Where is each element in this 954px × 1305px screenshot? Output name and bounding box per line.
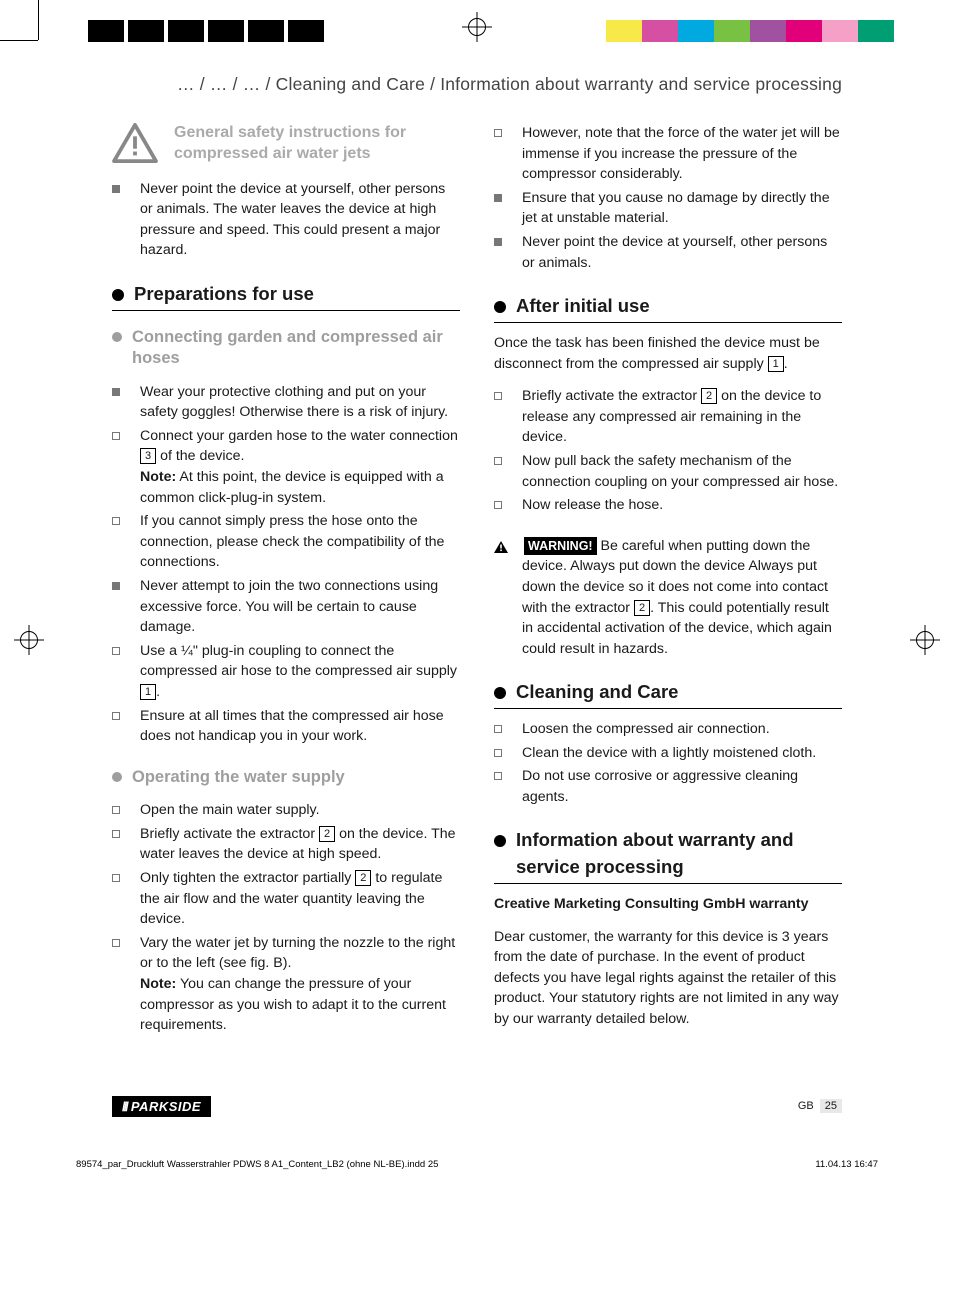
list-item-text: Never point the device at yourself, othe… (522, 234, 827, 271)
list-item-text: However, note that the force of the wate… (522, 125, 840, 182)
list-item: Do not use corrosive or aggressive clean… (494, 766, 842, 807)
list-item-text: Wear your protective clothing and put on… (140, 384, 448, 421)
section-heading-warranty: Information about warranty and service p… (494, 827, 842, 884)
brand-logo: ///PARKSIDE (112, 1096, 211, 1117)
list-item-text: Briefly activate the extractor 2 on the … (522, 388, 821, 445)
list-item-text: Never point the device at yourself, othe… (140, 181, 445, 259)
list-item: Wear your protective clothing and put on… (112, 382, 460, 423)
registration-mark-top (462, 12, 492, 42)
list-item: Briefly activate the extractor 2 on the … (112, 824, 460, 865)
reference-box: 1 (768, 356, 784, 372)
after-intro: Once the task has been finished the devi… (494, 333, 842, 374)
list-item-text: Only tighten the extractor partially 2 t… (140, 870, 442, 927)
list-item: Connect your garden hose to the water co… (112, 426, 460, 508)
list-item: Vary the water jet by turning the nozzle… (112, 933, 460, 1036)
list-item-text: Now pull back the safety mechanism of th… (522, 453, 838, 490)
subsection-heading-connecting: Connecting garden and compressed air hos… (112, 327, 460, 370)
imprint-file: 89574_par_Druckluft Wasserstrahler PDWS … (76, 1159, 438, 1170)
list-item-text: If you cannot simply press the hose onto… (140, 513, 444, 570)
list-item: Ensure that you cause no damage by direc… (494, 188, 842, 229)
breadcrumb: … / … / … / Cleaning and Care / Informat… (112, 74, 842, 95)
warning-label: WARNING! (524, 537, 597, 555)
list-item-text: Now release the hose. (522, 497, 663, 513)
list-item: However, note that the force of the wate… (494, 123, 842, 185)
list-item: Ensure at all times that the compressed … (112, 706, 460, 747)
safety-heading: General safety instructions for compress… (174, 123, 460, 165)
list-item: Clean the device with a lightly moistene… (494, 743, 842, 764)
list-item: Now pull back the safety mechanism of th… (494, 451, 842, 492)
list-item: Now release the hose. (494, 495, 842, 516)
reference-box: 2 (701, 388, 717, 404)
reference-box: 2 (319, 826, 335, 842)
imprint-timestamp: 11.04.13 16:47 (815, 1159, 878, 1170)
list-item: Loosen the compressed air connection. (494, 719, 842, 740)
section-heading-cleaning: Cleaning and Care (494, 679, 842, 709)
section-heading-preparations: Preparations for use (112, 281, 460, 311)
warning-triangle-icon (112, 123, 158, 163)
reference-box: 3 (140, 448, 156, 464)
list-item-text: Loosen the compressed air connection. (522, 721, 770, 737)
warning-item: WARNING! Be careful when putting down th… (494, 536, 842, 660)
list-item: Never point the device at yourself, othe… (494, 232, 842, 273)
list-item: Briefly activate the extractor 2 on the … (494, 386, 842, 448)
column-left: General safety instructions for compress… (112, 123, 460, 1056)
registration-mark-right (910, 625, 940, 655)
list-item-text: Open the main water supply. (140, 802, 320, 818)
print-marks-top (0, 0, 954, 50)
list-item-text: Use a ¼" plug-in coupling to connect the… (140, 643, 457, 700)
list-item-text: Ensure that you cause no damage by direc… (522, 190, 830, 227)
reference-box: 2 (634, 600, 650, 616)
color-calibration-bars (606, 20, 894, 42)
page-number: GB25 (798, 1099, 842, 1113)
imprint-line: 89574_par_Druckluft Wasserstrahler PDWS … (0, 1137, 954, 1170)
list-item-text: Vary the water jet by turning the nozzle… (140, 935, 455, 1033)
warning-icon (494, 541, 508, 553)
list-item: Never attempt to join the two connection… (112, 576, 460, 638)
warranty-paragraph: Dear customer, the warranty for this dev… (494, 927, 842, 1030)
subsection-heading-operating: Operating the water supply (112, 767, 460, 788)
list-item: Never point the device at yourself, othe… (112, 179, 460, 261)
registration-mark-left (14, 625, 44, 655)
column-right: However, note that the force of the wate… (494, 123, 842, 1056)
list-item: Use a ¼" plug-in coupling to connect the… (112, 641, 460, 703)
black-density-bars (88, 20, 408, 42)
list-item-text: Clean the device with a lightly moistene… (522, 745, 816, 761)
list-item-text: Briefly activate the extractor 2 on the … (140, 826, 456, 863)
reference-box: 1 (140, 684, 156, 700)
list-item-text: Never attempt to join the two connection… (140, 578, 438, 635)
list-item-text: Ensure at all times that the compressed … (140, 708, 444, 745)
list-item-text: Do not use corrosive or aggressive clean… (522, 768, 798, 805)
list-item: Open the main water supply. (112, 800, 460, 821)
list-item-text: Connect your garden hose to the water co… (140, 428, 458, 506)
warranty-subheading: Creative Marketing Consulting GmbH warra… (494, 894, 842, 915)
section-heading-after: After initial use (494, 293, 842, 323)
reference-box: 2 (355, 870, 371, 886)
list-item: If you cannot simply press the hose onto… (112, 511, 460, 573)
list-item: Only tighten the extractor partially 2 t… (112, 868, 460, 930)
